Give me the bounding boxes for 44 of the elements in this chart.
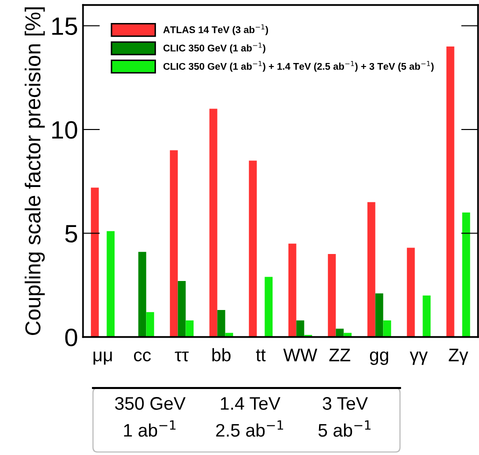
bar	[462, 212, 470, 337]
bar	[328, 254, 336, 337]
y-tick-label: 0	[65, 328, 78, 346]
bar	[217, 310, 226, 337]
bar	[90, 188, 99, 337]
x-tick-label: ττ	[174, 352, 189, 362]
text: 2.5 ab$^{−1}$	[216, 420, 284, 437]
bar	[209, 108, 218, 337]
text: 1 ab$^{−1}$	[124, 420, 176, 437]
y-tick-label: 15	[52, 18, 78, 36]
bar	[186, 320, 194, 337]
bar	[146, 312, 154, 337]
text: 3 TeV	[322, 397, 368, 410]
bar	[406, 248, 415, 337]
y-axis-title: Coupling scale factor precision [%]	[24, 7, 45, 336]
bar	[264, 276, 273, 337]
y-tick-label: 10	[52, 121, 78, 139]
x-tick-label: Zγ	[448, 348, 468, 365]
text: 350 GeV	[115, 397, 186, 410]
bar	[383, 320, 392, 337]
legend-label: CLIC 350 GeV (1 ab$^{−1}$)	[163, 42, 266, 54]
bar	[170, 150, 178, 337]
x-tick-label: bb	[212, 348, 231, 362]
x-tick-label: μμ	[94, 352, 112, 365]
bar	[106, 231, 115, 337]
bar	[367, 202, 376, 337]
bar	[446, 46, 454, 337]
bar	[288, 244, 296, 337]
text: 5 ab$^{−1}$	[318, 420, 371, 437]
x-tick-label: cc	[134, 351, 151, 362]
bar	[178, 280, 186, 337]
x-tick-label: WW	[283, 348, 318, 362]
bar	[422, 296, 431, 337]
y-tick-label: 5	[65, 225, 78, 243]
x-tick-label: ZZ	[329, 348, 350, 362]
x-tick-label: gg	[370, 352, 388, 365]
text: 1.4 TeV	[220, 397, 280, 410]
bar	[375, 293, 384, 337]
legend-label: ATLAS 14 TeV (3 ab$^{−1}$)	[163, 24, 268, 36]
x-tick-label: tt	[256, 350, 266, 362]
bar	[138, 252, 146, 337]
legend-label: CLIC 350 GeV (1 ab$^{−1}$) + 1.4 TeV (2.5 ab$^{−1}$) + 3 TeV (5 ab$^{−1}$)	[163, 61, 434, 72]
x-tick-label: γγ	[410, 352, 428, 365]
bar	[248, 160, 257, 337]
